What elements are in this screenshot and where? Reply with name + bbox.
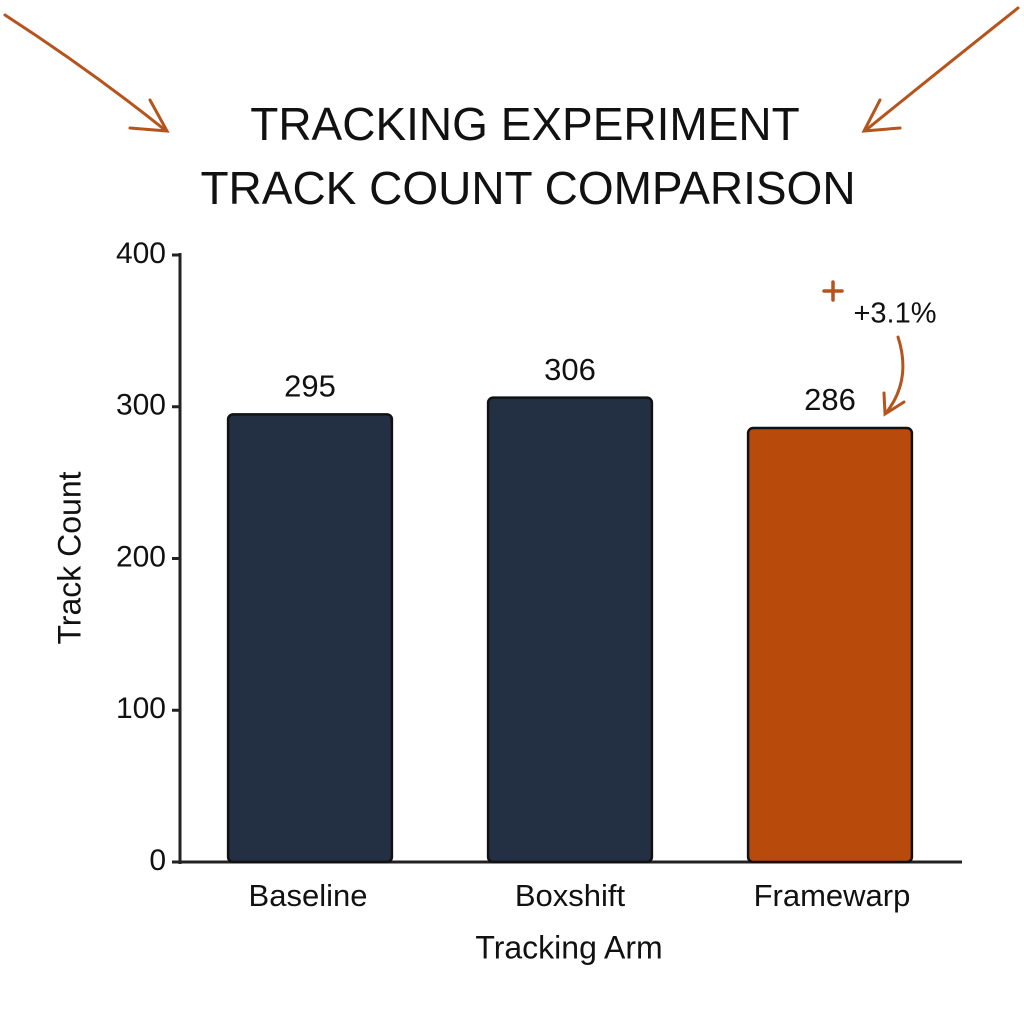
x-tick-label: Framewarp [754, 878, 911, 913]
x-tick-label: Baseline [249, 878, 368, 913]
decoration [3, 6, 1020, 417]
chart-title: TRACKING EXPERIMENT [250, 98, 800, 150]
bar [746, 426, 914, 864]
value-label: 306 [544, 352, 596, 387]
y-tick-label: 200 [116, 540, 166, 573]
y-tick-label: 0 [149, 844, 166, 877]
annotation: +3.1% [853, 298, 936, 330]
value-label: 295 [284, 369, 336, 404]
bar [486, 396, 654, 864]
y-tick-label: 300 [116, 389, 166, 422]
y-tick-label: 100 [116, 692, 166, 725]
value-label: 286 [804, 382, 856, 417]
chart-title: TRACK COUNT COMPARISON [200, 162, 855, 214]
y-axis-label: Track Count [51, 471, 87, 644]
bar [226, 413, 394, 864]
x-axis-label: Tracking Arm [475, 929, 662, 965]
y-tick-label: 400 [116, 237, 166, 270]
x-tick-label: Boxshift [515, 878, 626, 913]
